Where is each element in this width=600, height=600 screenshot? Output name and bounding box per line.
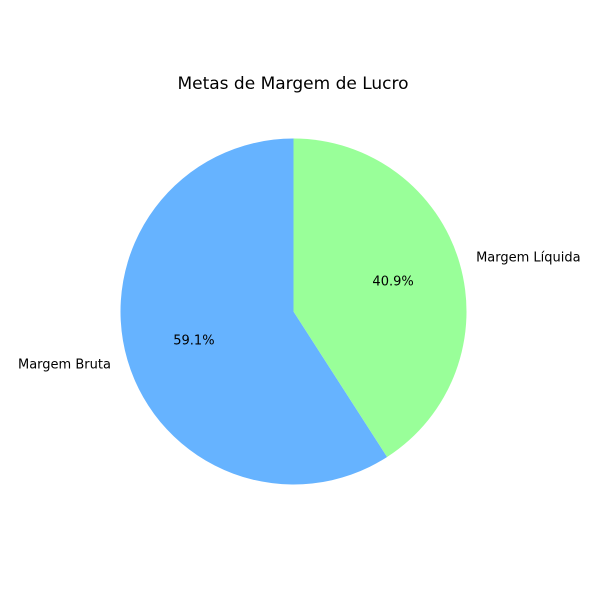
percent-label-margem-liquida: 40.9% <box>372 275 413 290</box>
pie-slices <box>120 138 467 485</box>
pie-slice-margem-liquida <box>293 138 467 457</box>
pie-slice-margem-bruta <box>120 138 388 485</box>
pie-labels: Margem Bruta 59.1% Margem Líquida 40.9% <box>18 250 581 372</box>
percent-label-margem-bruta: 59.1% <box>173 333 214 348</box>
chart-title: Metas de Margem de Lucro <box>177 74 408 94</box>
slice-label-margem-liquida: Margem Líquida <box>476 250 581 265</box>
slice-label-margem-bruta: Margem Bruta <box>18 358 111 373</box>
